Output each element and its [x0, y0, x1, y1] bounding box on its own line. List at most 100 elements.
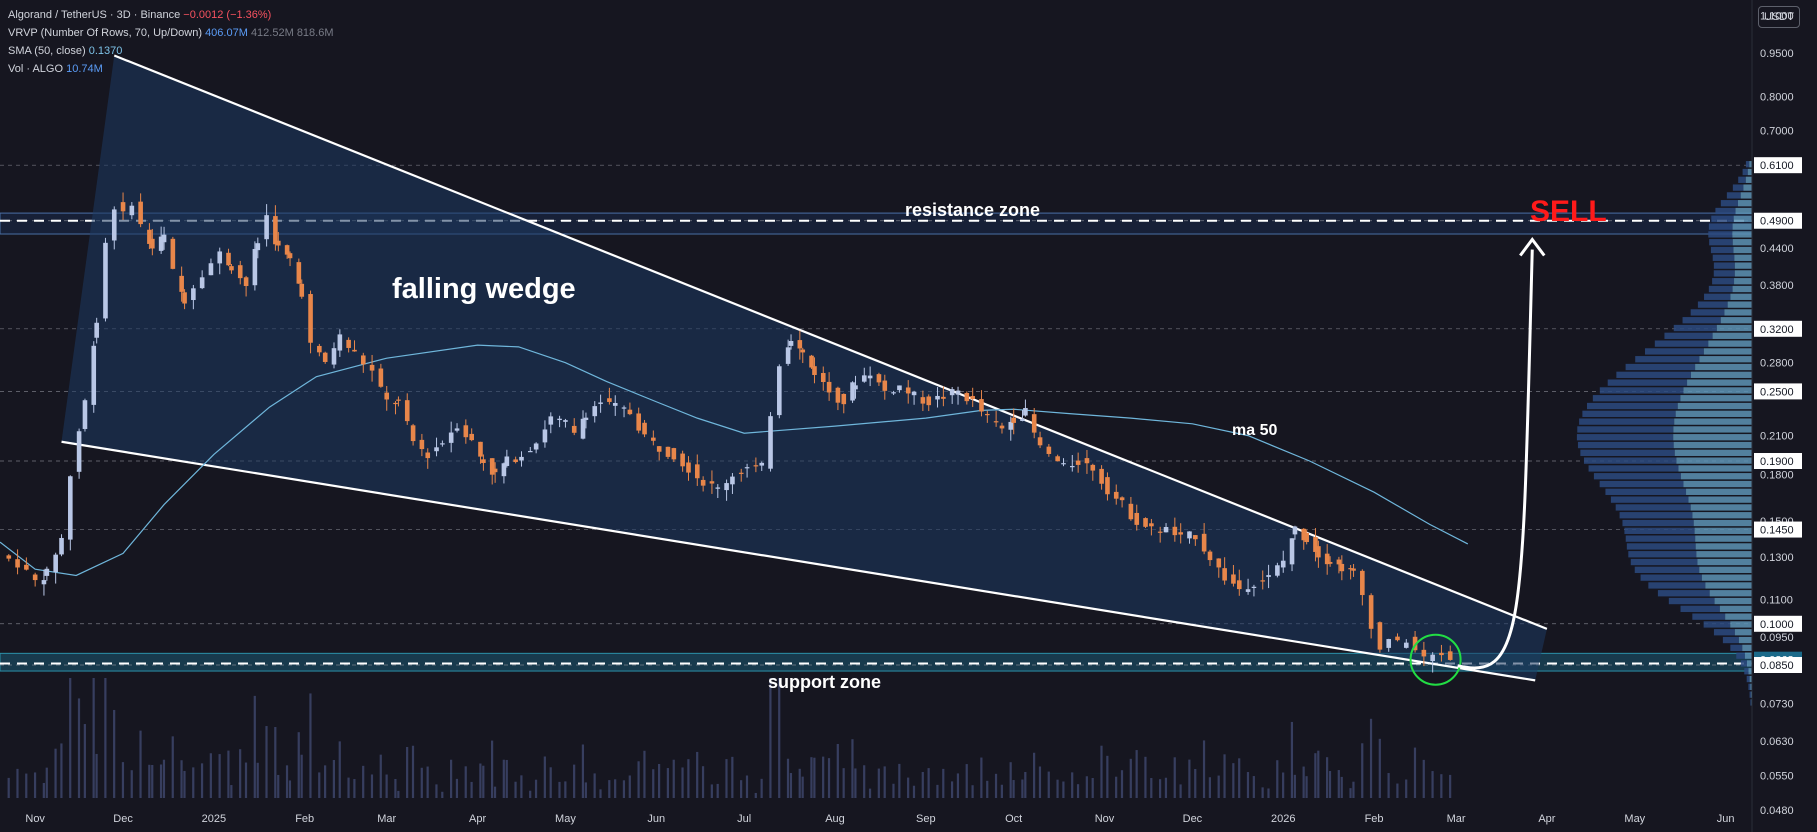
profile-row-down — [1648, 582, 1706, 589]
candle-body — [469, 433, 474, 441]
volume-bar — [1422, 759, 1425, 798]
candle-body — [709, 481, 715, 484]
profile-row-down — [1607, 379, 1688, 386]
candle-body — [489, 458, 495, 475]
candle-body — [393, 402, 398, 405]
volume-bar — [1337, 770, 1340, 798]
sma-row[interactable]: SMA (50, close) 0.1370 — [8, 42, 334, 60]
projection-arrowhead — [1519, 237, 1546, 257]
candle-body — [1386, 639, 1392, 648]
volume-bar — [581, 744, 585, 798]
candle-body — [876, 374, 882, 383]
volume-bar — [1009, 762, 1012, 798]
symbol-row[interactable]: Algorand / TetherUS · 3D · Binance −0.00… — [8, 6, 334, 24]
volume-bar — [338, 741, 341, 798]
profile-row-up — [1745, 176, 1752, 183]
time-axis[interactable]: Nov Dec 2025 Feb Mar Apr May Jun Jul Aug Sep Oct Nov… — [25, 813, 1734, 825]
volume-bar — [543, 756, 546, 798]
candle-body — [226, 252, 231, 266]
candle-body — [797, 340, 803, 349]
candle-body — [627, 409, 633, 415]
candle-body — [331, 348, 337, 365]
vrvp-row[interactable]: VRVP (Number Of Rows, 70, Up/Down) 406.0… — [8, 24, 334, 42]
candle-body — [905, 387, 911, 394]
candle-body — [1292, 526, 1298, 535]
profile-row-down — [1654, 340, 1709, 347]
volume-bar — [505, 759, 508, 798]
candle-body — [1327, 561, 1333, 564]
profile-row-down — [1722, 636, 1739, 644]
profile-row-down — [1742, 168, 1748, 176]
candle-body — [1313, 537, 1318, 552]
candle-body — [867, 375, 873, 379]
profile-row-up — [1680, 395, 1752, 402]
candle-body — [1193, 535, 1198, 540]
profile-row-up — [1730, 621, 1752, 628]
time-tick-label: Feb — [295, 813, 314, 825]
projection-arrow — [1457, 249, 1534, 670]
volume-bar — [936, 784, 939, 798]
price-tick-label: 0.7000 — [1760, 125, 1794, 137]
sma-value: 0.1370 — [88, 45, 123, 57]
profile-row-down — [1736, 652, 1745, 659]
time-tick-label: Feb — [1365, 813, 1384, 825]
candle-body — [656, 446, 662, 452]
profile-row-up — [1749, 161, 1752, 168]
volume-bar — [898, 763, 901, 798]
volume-bar — [33, 772, 37, 798]
volume-bar — [1449, 774, 1452, 798]
falling-wedge-label: falling wedge — [392, 273, 576, 305]
volume-row[interactable]: Vol · ALGO 10.74M — [8, 60, 334, 78]
support-zone-label: support zone — [768, 672, 881, 692]
candle-body — [785, 347, 791, 364]
volume-bar — [1021, 779, 1024, 798]
profile-row-up — [1699, 566, 1752, 573]
price-axis[interactable]: 1.1000 0.9500 0.8000 0.7000 0.6100 0.4900 0.44… — [1751, 0, 1817, 832]
candle-body — [753, 465, 759, 467]
candle-body — [533, 443, 539, 450]
volume-bar — [435, 784, 438, 798]
candle-body — [44, 568, 50, 576]
candle-body — [680, 453, 685, 467]
volume-bar — [455, 778, 459, 798]
candle-body — [322, 352, 328, 362]
profile-row-down — [1746, 675, 1750, 683]
profile-row-down — [1690, 309, 1725, 316]
volume-bar — [950, 781, 954, 798]
volume-bar — [1361, 743, 1364, 798]
profile-row-up — [1694, 527, 1752, 534]
volume-bar — [1276, 760, 1279, 798]
candle-body — [1447, 651, 1453, 660]
profile-row-down — [1749, 691, 1751, 698]
volume-bar — [7, 777, 10, 798]
volume-bar — [297, 732, 300, 798]
candle-body — [853, 385, 858, 390]
candle-body — [481, 459, 486, 463]
time-tick-label: Jun — [647, 813, 665, 825]
currency-button[interactable]: USDT — [1758, 6, 1800, 28]
candle-body — [337, 334, 343, 351]
candle-body — [715, 487, 721, 489]
profile-row-down — [1625, 535, 1696, 542]
profile-row-down — [1579, 418, 1675, 425]
volume-bar — [77, 698, 81, 798]
profile-row-up — [1675, 410, 1752, 417]
volume-bar — [584, 782, 587, 798]
volume-bar — [892, 783, 895, 798]
volume-bar — [420, 767, 423, 798]
volume-profile — [1576, 161, 1752, 706]
candle-body — [607, 398, 612, 402]
candle-body — [665, 446, 671, 457]
volume-bar — [942, 768, 945, 798]
volume-bar — [1164, 777, 1168, 798]
profile-row-down — [1625, 363, 1696, 371]
drawings — [1409, 237, 1546, 686]
candle-body — [158, 236, 164, 251]
volume-label: Vol · ALGO — [8, 63, 64, 75]
profile-row-up — [1734, 278, 1752, 285]
price-tick-label: 0.9500 — [1760, 48, 1794, 60]
candle-body — [1360, 570, 1365, 596]
candle-body — [384, 392, 390, 400]
volume-bar — [288, 780, 292, 798]
